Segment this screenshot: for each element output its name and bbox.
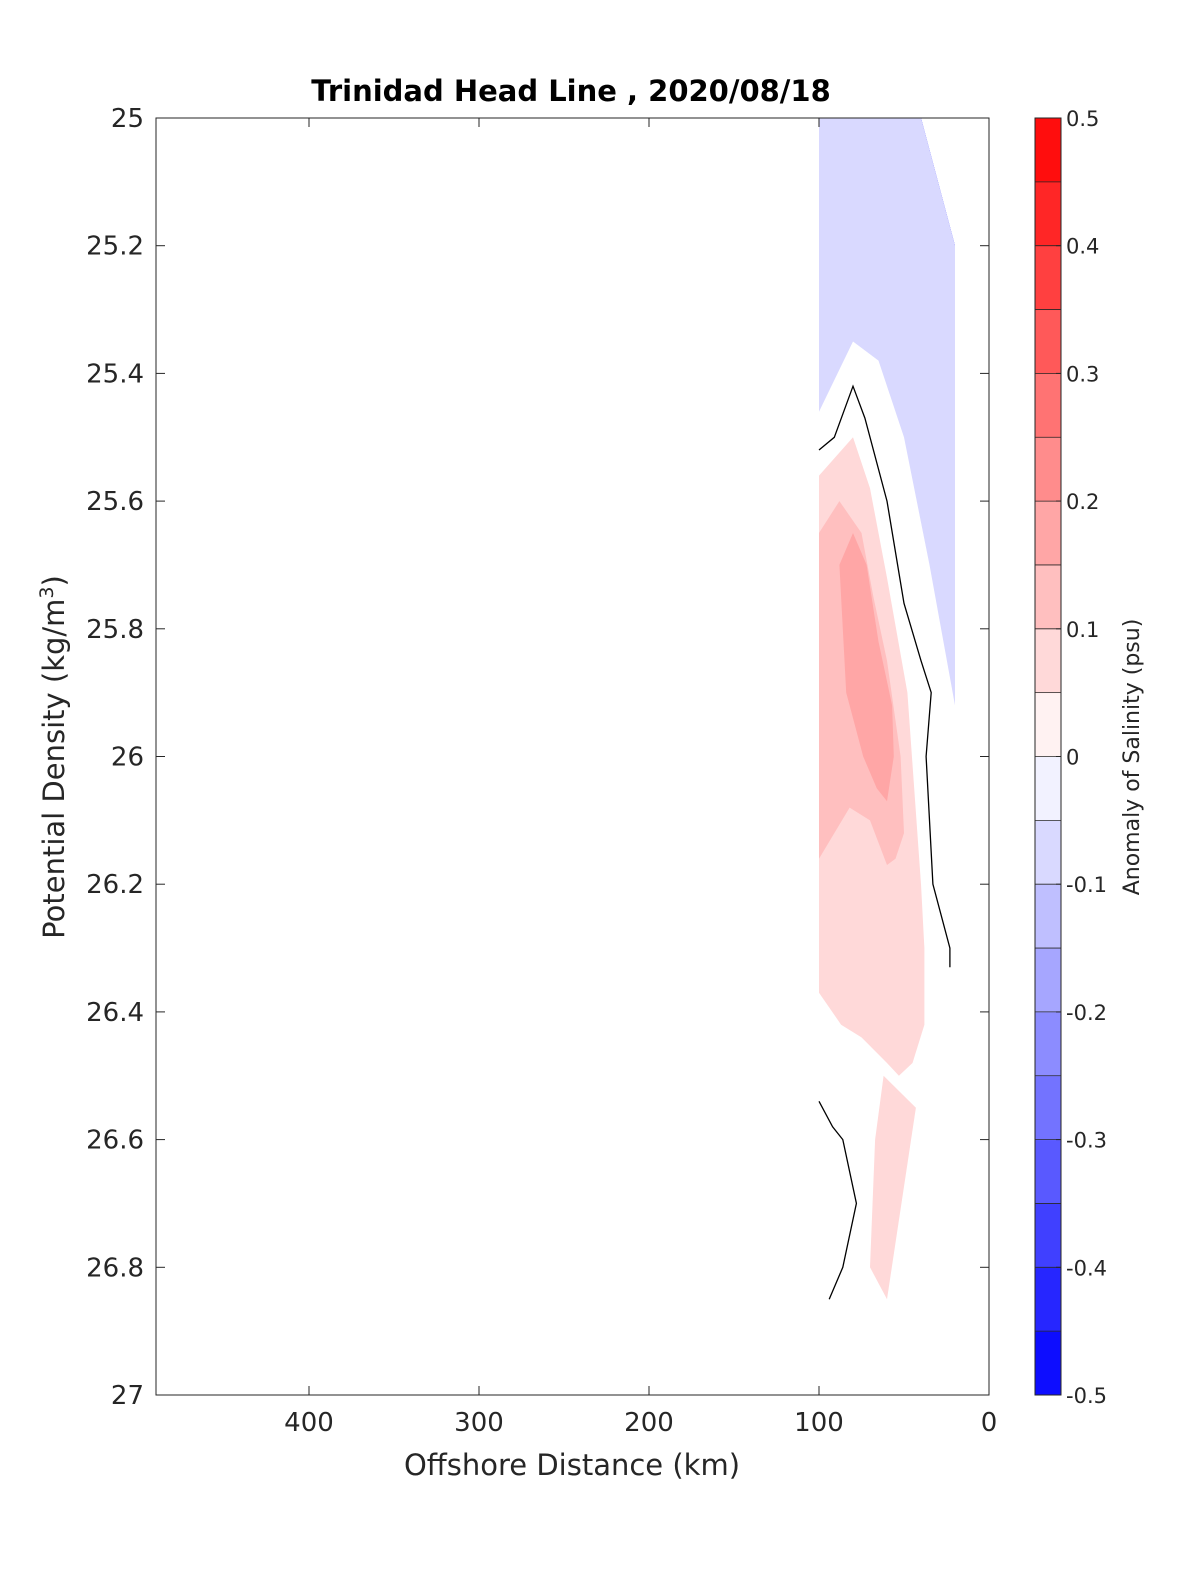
y-axis-label-main: Potential Density (kg/m <box>37 599 71 939</box>
colorbar-band <box>1035 309 1061 374</box>
y-tick-label: 25.6 <box>86 487 144 517</box>
colorbar-tick-label: 0 <box>1066 746 1079 770</box>
colorbar-band <box>1035 373 1061 438</box>
y-tick-label: 25.8 <box>86 615 144 645</box>
contour-region-9 <box>839 533 894 802</box>
colorbar-band <box>1035 501 1061 566</box>
colorbar-tick-label: 0.1 <box>1066 618 1099 642</box>
x-tick-label: 400 <box>284 1408 334 1438</box>
contour-region-5 <box>819 118 955 706</box>
x-axis-label: Offshore Distance (km) <box>404 1448 740 1482</box>
colorbar-tick-label: -0.4 <box>1066 1256 1107 1280</box>
colorbar-band <box>1035 948 1061 1013</box>
y-axis-label-suffix: ) <box>37 575 71 586</box>
y-tick-label: 26 <box>111 743 144 773</box>
colorbar-tick-label: 0.3 <box>1066 362 1099 386</box>
colorbar-tick-label: -0.1 <box>1066 873 1107 897</box>
colorbar-band <box>1035 564 1061 630</box>
x-tick-label: 0 <box>981 1408 998 1438</box>
colorbar <box>1035 118 1061 1396</box>
y-axis-label-superscript: 3 <box>36 586 58 598</box>
colorbar-band <box>1035 181 1061 247</box>
y-tick-label: 25.4 <box>86 359 144 389</box>
colorbar-band <box>1035 1139 1061 1204</box>
contour-region-7 <box>870 1075 916 1300</box>
colorbar-border <box>1034 117 1062 1396</box>
colorbar-tick-label: -0.3 <box>1066 1129 1107 1153</box>
y-axis-label: Potential Density (kg/m3) <box>36 575 71 939</box>
y-tick-label: 26.4 <box>86 998 144 1028</box>
y-tick-label: 26.2 <box>86 870 144 900</box>
colorbar-label: Anomaly of Salinity (psu) <box>1120 619 1145 896</box>
y-tick-label: 26.6 <box>86 1126 144 1156</box>
y-tick-label: 25.2 <box>86 232 144 262</box>
zero-contour-line-1 <box>818 384 951 968</box>
zero-contour-lines <box>818 384 951 1300</box>
colorbar-tick-label: 0.2 <box>1066 490 1099 514</box>
chart-title: Trinidad Head Line , 2020/08/18 <box>311 74 831 108</box>
colorbar-tick-label: -0.2 <box>1066 1001 1107 1025</box>
colorbar-band <box>1035 1203 1061 1268</box>
y-tick-label: 26.8 <box>86 1253 144 1283</box>
x-tick-label: 300 <box>454 1408 504 1438</box>
colorbar-band <box>1035 1331 1061 1396</box>
colorbar-tick-label: 0.5 <box>1066 107 1099 131</box>
y-tick-label: 27 <box>111 1381 144 1411</box>
colorbar-band <box>1035 245 1061 311</box>
zero-contour-line-2 <box>818 1100 858 1300</box>
x-axis-ticks: 400 300 200 100 0 <box>284 118 997 1438</box>
colorbar-ticks: -0.5 -0.4 -0.3 -0.2 -0.1 0 0.1 0.2 0.3 0.4 0.5 <box>1056 107 1107 1408</box>
y-tick-label: 25 <box>111 104 144 134</box>
colorbar-band <box>1035 1075 1061 1141</box>
colorbar-band <box>1035 1267 1061 1332</box>
colorbar-band <box>1035 756 1061 821</box>
colorbar-tick-label: -0.5 <box>1066 1384 1107 1408</box>
colorbar-band <box>1035 437 1061 502</box>
colorbar-tick-label: 0.4 <box>1066 235 1099 259</box>
colorbar-band <box>1035 628 1061 694</box>
colorbar-band <box>1035 884 1061 949</box>
x-tick-label: 200 <box>624 1408 674 1438</box>
colorbar-band <box>1035 1011 1061 1077</box>
colorbar-band <box>1035 118 1061 183</box>
x-tick-label: 100 <box>794 1408 844 1438</box>
colorbar-band <box>1035 692 1061 757</box>
y-axis-ticks: 25 25.2 25.4 25.6 25.8 26 26.2 26.4 26.6 26.8 27 <box>86 104 989 1411</box>
filled-contour-regions <box>819 118 955 1300</box>
colorbar-band <box>1035 820 1061 885</box>
